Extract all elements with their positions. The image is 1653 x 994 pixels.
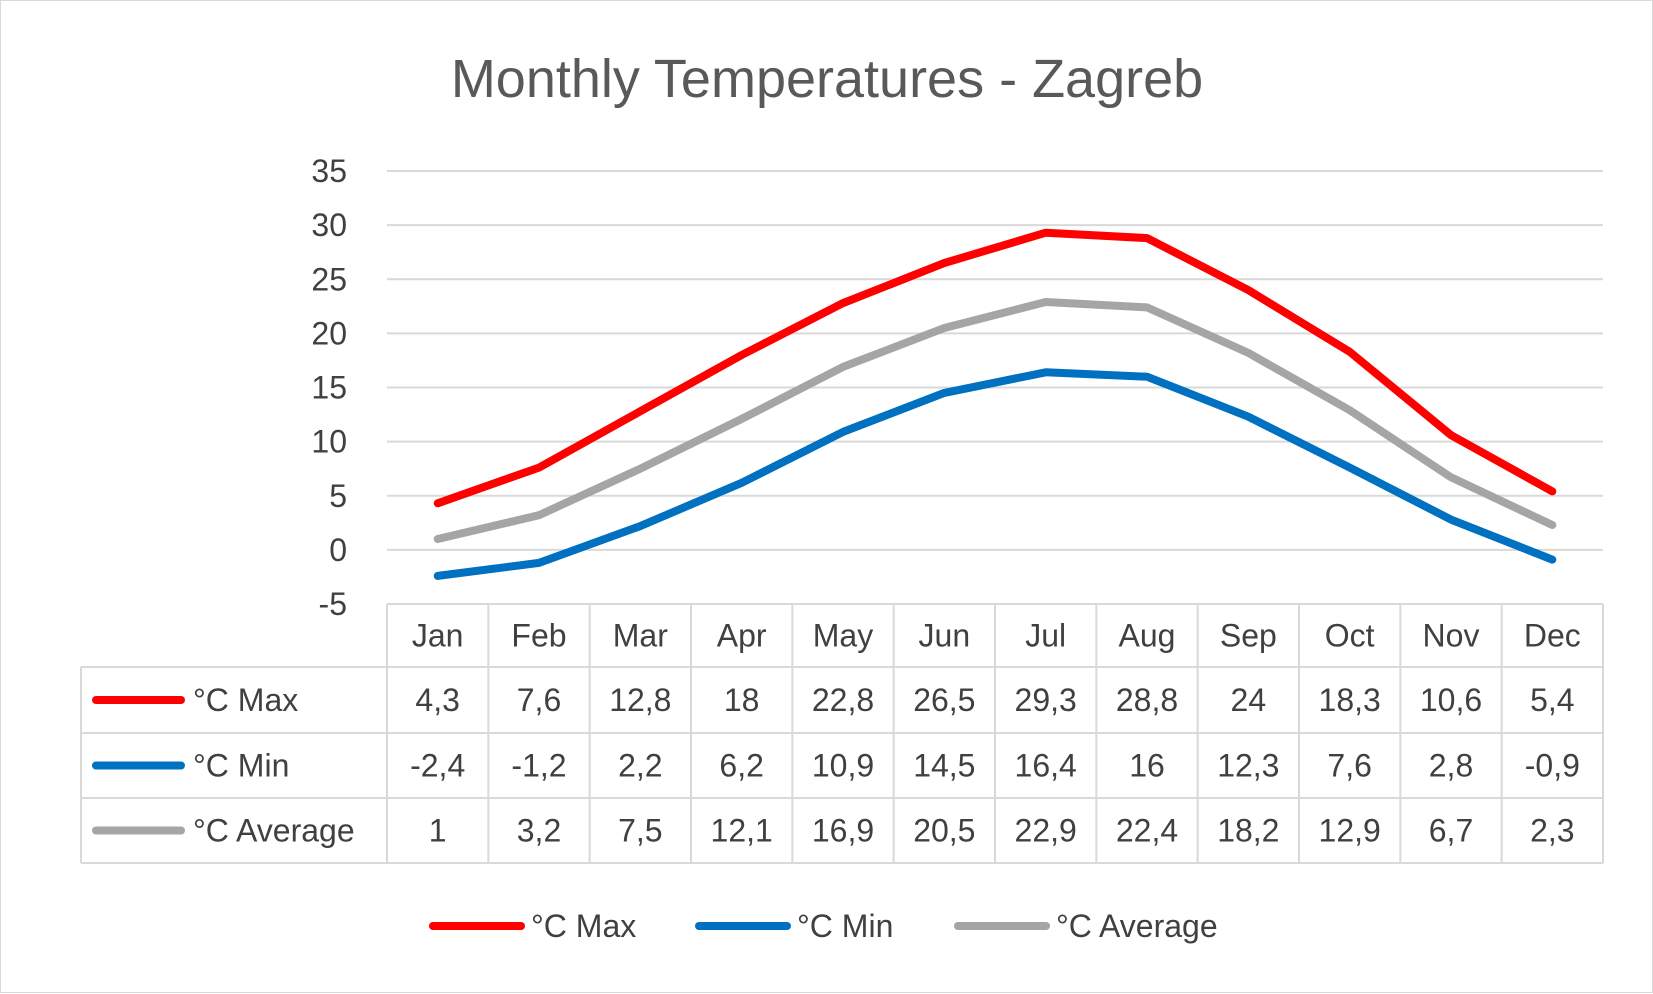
table-cell: 10,6 [1420, 682, 1482, 718]
table-cell: 18,2 [1217, 813, 1279, 849]
y-tick-label: 20 [311, 315, 347, 351]
y-tick-label: -5 [319, 586, 347, 622]
series-line [433, 228, 1557, 508]
y-tick-label: 30 [311, 207, 347, 243]
table-cell: 24 [1231, 682, 1267, 718]
y-tick-label: 10 [311, 424, 347, 460]
table-cell: 2,8 [1429, 748, 1473, 784]
legend: °C Max °C Min °C Average [429, 908, 1218, 944]
chart-title: Monthly Temperatures - Zagreb [451, 49, 1203, 109]
y-tick-label: 15 [311, 370, 347, 406]
data-table: Jan Feb Mar Apr May Jun Jul Aug Sep Oct Nov Dec °C M… [80, 603, 1604, 864]
table-cell: 12,1 [711, 813, 773, 849]
table-cell: 18,3 [1319, 682, 1381, 718]
table-cell: -2,4 [410, 748, 465, 784]
table-cell: 20,5 [913, 813, 975, 849]
table-cell: 22,9 [1015, 813, 1077, 849]
table-cell: 26,5 [913, 682, 975, 718]
series-line [433, 368, 1557, 580]
table-cell: 12,8 [609, 682, 671, 718]
table-cell: -0,9 [1525, 748, 1580, 784]
table-series-name: °C Average [193, 813, 355, 849]
legend-label: °C Min [797, 908, 893, 944]
table-cell: 12,3 [1217, 748, 1279, 784]
table-series-name: °C Max [193, 682, 298, 718]
table-cell: 10,9 [812, 748, 874, 784]
table-cell: 7,5 [618, 813, 662, 849]
x-tick-label: Nov [1423, 618, 1480, 654]
table-cell: 22,4 [1116, 813, 1178, 849]
y-tick-label: 0 [329, 532, 347, 568]
table-cell: 2,3 [1530, 813, 1574, 849]
table-cell: 16 [1129, 748, 1165, 784]
table-cell: -1,2 [511, 748, 566, 784]
table-cell: 6,2 [719, 748, 763, 784]
x-tick-label: Oct [1325, 618, 1375, 654]
table-cell: 29,3 [1015, 682, 1077, 718]
table-cell: 18 [724, 682, 760, 718]
table-cell: 7,6 [1327, 748, 1371, 784]
y-tick-label: 5 [329, 478, 347, 514]
y-tick-label: 35 [311, 153, 347, 189]
table-cell: 6,7 [1429, 813, 1473, 849]
x-tick-label: May [813, 618, 873, 654]
y-axis-ticks: -5 0 5 10 15 20 25 30 35 [311, 153, 347, 622]
table-cell: 14,5 [913, 748, 975, 784]
table-cell: 4,3 [415, 682, 459, 718]
table-cell: 28,8 [1116, 682, 1178, 718]
series-lines [433, 228, 1557, 580]
table-cell: 7,6 [517, 682, 561, 718]
y-tick-label: 25 [311, 261, 347, 297]
x-tick-label: Sep [1220, 618, 1277, 654]
table-series-name: °C Min [193, 748, 289, 784]
x-tick-label: Feb [511, 618, 566, 654]
series-line [433, 298, 1557, 543]
x-tick-label: Mar [613, 618, 668, 654]
table-cell: 1 [429, 813, 447, 849]
table-cell: 2,2 [618, 748, 662, 784]
legend-label: °C Max [531, 908, 636, 944]
x-tick-label: Jan [412, 618, 464, 654]
x-tick-label: Jun [919, 618, 971, 654]
x-tick-label: Aug [1119, 618, 1176, 654]
gridlines [387, 170, 1603, 551]
table-cell: 3,2 [517, 813, 561, 849]
x-tick-label: Apr [717, 618, 767, 654]
x-tick-label: Jul [1025, 618, 1066, 654]
x-tick-label: Dec [1524, 618, 1581, 654]
table-cell: 5,4 [1530, 682, 1574, 718]
table-cell: 22,8 [812, 682, 874, 718]
table-cell: 16,9 [812, 813, 874, 849]
legend-label: °C Average [1056, 908, 1218, 944]
table-cell: 12,9 [1319, 813, 1381, 849]
table-cell: 16,4 [1015, 748, 1077, 784]
